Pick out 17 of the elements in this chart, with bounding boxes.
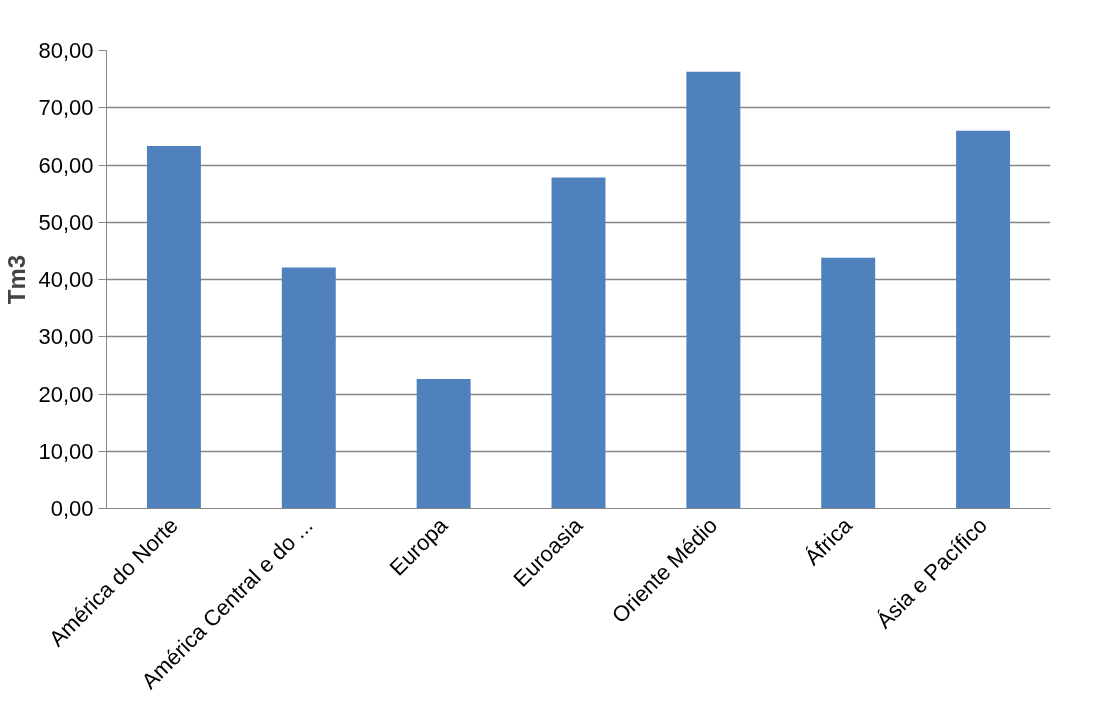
bar xyxy=(821,257,876,509)
bar xyxy=(956,130,1011,509)
y-axis-title: Tm3 xyxy=(3,254,31,305)
y-tick-label: 60,00 xyxy=(38,152,94,178)
bar xyxy=(146,146,201,509)
y-tick-label: 50,00 xyxy=(38,209,94,235)
y-tick-label: 20,00 xyxy=(38,381,94,407)
bar xyxy=(416,379,471,509)
y-tick-label: 70,00 xyxy=(38,95,94,121)
y-tick-label: 0,00 xyxy=(50,496,94,521)
y-tick-label: 80,00 xyxy=(38,38,94,63)
bar xyxy=(551,177,606,509)
bar xyxy=(686,71,741,509)
y-tick-label: 10,00 xyxy=(38,438,94,464)
y-tick-label: 40,00 xyxy=(38,267,94,292)
y-tick-label: 30,00 xyxy=(38,324,94,350)
bar xyxy=(281,267,336,509)
